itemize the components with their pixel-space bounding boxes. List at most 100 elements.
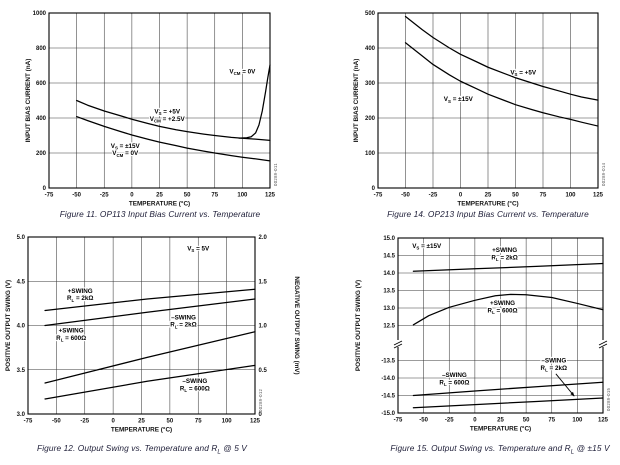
x-tick-label: 125 xyxy=(250,419,261,425)
annotation-line: VS = ±15V xyxy=(444,96,474,104)
x-tick-label: 0 xyxy=(130,193,134,199)
series-line xyxy=(412,293,604,326)
plot-frame xyxy=(48,12,271,189)
figure-code: 00289-012 xyxy=(258,388,263,412)
chart-caption-fig15: Figure 15. Output Swing vs. Temperature … xyxy=(370,443,620,456)
x-tick-label: -50 xyxy=(401,193,410,199)
chart-caption-fig11: Figure 11. OP113 Input Bias Current vs. … xyxy=(30,209,290,219)
plot-annotation: VCM = 0V xyxy=(228,67,257,77)
x-axis-title: TEMPERATURE (°C) xyxy=(470,425,531,433)
plot-annotation: VS = ±15V xyxy=(443,95,475,105)
annotation-line: RL = 600Ω xyxy=(439,379,469,387)
x-tick-label: 0 xyxy=(111,419,115,425)
x-tick-label: 50 xyxy=(167,419,174,425)
caption-text: Figure 15. Output Swing vs. Temperature … xyxy=(390,443,571,453)
x-tick-label: 75 xyxy=(195,419,202,425)
tick-labels: -75 -50 -25 0 25 50 75 100 125 500 400 300 200 100 0 xyxy=(365,11,604,199)
x-tick-label: 125 xyxy=(265,193,276,199)
y-tick-label: 13.0 xyxy=(383,306,395,312)
y-tick-label: 3.0 xyxy=(17,412,26,418)
y-axis-title: INPUT BIAS CURRENT (nA) xyxy=(353,59,360,143)
series-line xyxy=(76,115,271,162)
annotation-line: RL = 2kΩ xyxy=(541,365,568,373)
plot-annotation: VS = +5V xyxy=(509,68,538,78)
x-tick-label: 0 xyxy=(473,418,477,424)
annotation-line: VS = +5V xyxy=(510,69,537,77)
x-axis-title: TEMPERATURE (°C) xyxy=(111,426,172,434)
x-axis-title: TEMPERATURE (°C) xyxy=(457,200,518,208)
x-tick-label: 25 xyxy=(497,418,504,424)
gridlines xyxy=(28,237,255,414)
annotation-line: +SWING xyxy=(68,288,93,295)
y-tick-label: 200 xyxy=(365,116,376,122)
x-tick-label: -25 xyxy=(80,419,89,425)
series-line xyxy=(412,262,604,272)
chart-fig15: -75 -50 -25 0 25 50 75 100 125 15.0 14.5 14.0 13.5 13… xyxy=(355,236,611,433)
annotation-line: VCM = +2.5V xyxy=(150,116,186,124)
y-tick-label: 1000 xyxy=(33,11,47,17)
figure-code: 00289-015 xyxy=(606,387,611,411)
caption-text: Figure 11. OP113 Input Bias Current vs. … xyxy=(59,209,261,219)
x-tick-label: 100 xyxy=(572,418,583,424)
series-line xyxy=(44,331,256,384)
chart-caption-fig12: Figure 12. Output Swing vs. Temperature … xyxy=(12,443,272,456)
annotation-line: RL = 2kΩ xyxy=(170,322,197,330)
x-tick-label: 100 xyxy=(237,193,248,199)
axis-break-icon xyxy=(598,340,608,349)
annotation-line: RL = 2kΩ xyxy=(491,254,517,262)
annotation-line: VS = 5V xyxy=(187,245,210,253)
series-line xyxy=(412,397,604,409)
y-tick-label: 14.0 xyxy=(383,271,395,277)
y-axis-title: POSITIVE OUTPUT SWING (V) xyxy=(5,280,12,371)
y-tick-label: -15.0 xyxy=(381,411,395,417)
y-tick-label: 5.0 xyxy=(17,235,26,241)
gridlines xyxy=(378,13,598,188)
y-tick-label: 800 xyxy=(36,46,47,52)
annotation-line: RL = 600Ω xyxy=(56,335,86,343)
x-tick-label: -25 xyxy=(429,193,438,199)
plot-annotation: VS = 5V xyxy=(186,244,211,254)
x-tick-label: -25 xyxy=(445,418,454,424)
x-tick-label: 25 xyxy=(485,193,492,199)
y2-tick-label: 2.0 xyxy=(259,235,268,241)
annotation-line: RL = 600Ω xyxy=(488,308,518,316)
annotation-line: VS = ±15V xyxy=(111,143,141,151)
chart-caption-fig14: Figure 14. OP213 Input Bias Current vs. … xyxy=(358,209,618,219)
series-line xyxy=(44,288,256,312)
chart-fig11: -75 -50 -25 0 25 50 75 100 12510008006004002000T… xyxy=(25,11,278,208)
annotation-line: –SWING xyxy=(182,378,207,385)
y-tick-label: -13.5 xyxy=(381,359,395,365)
annotation-line: –SWING xyxy=(541,358,566,365)
y-tick-label: -14.5 xyxy=(381,394,395,400)
series-line xyxy=(238,64,271,139)
chart-fig12: -75 -50 -25 0 25 50 75 100 125 5.0 4.5 4.0 3.5 3.0 2.0… xyxy=(5,235,300,434)
y-tick-label: 4.5 xyxy=(17,279,26,285)
figure-code: 00289-014 xyxy=(601,162,606,186)
y2-tick-label: 1.5 xyxy=(259,279,268,285)
y-tick-label: 13.5 xyxy=(383,289,395,295)
y-tick-label: -14.0 xyxy=(381,376,395,382)
x-tick-label: -75 xyxy=(45,193,54,199)
figure-code: 00289-011 xyxy=(273,163,278,186)
y-tick-label: 400 xyxy=(365,46,376,52)
annotation-line: +SWING xyxy=(492,247,517,254)
x-tick-label: 50 xyxy=(523,418,530,424)
y-tick-label: 400 xyxy=(36,116,47,122)
x-tick-label: 25 xyxy=(156,193,163,199)
annotation-line: –SWING xyxy=(171,314,196,321)
y-tick-label: 0 xyxy=(43,186,47,192)
annotation-line: VCM = 0V xyxy=(112,150,139,158)
x-tick-label: 75 xyxy=(211,193,218,199)
y-tick-label: 100 xyxy=(365,151,376,157)
annotation-line: VS = +5V xyxy=(154,109,181,117)
x-tick-label: 50 xyxy=(184,193,191,199)
annotation-arrowhead xyxy=(570,391,575,397)
annotation-line: VCM = 0V xyxy=(229,68,256,76)
